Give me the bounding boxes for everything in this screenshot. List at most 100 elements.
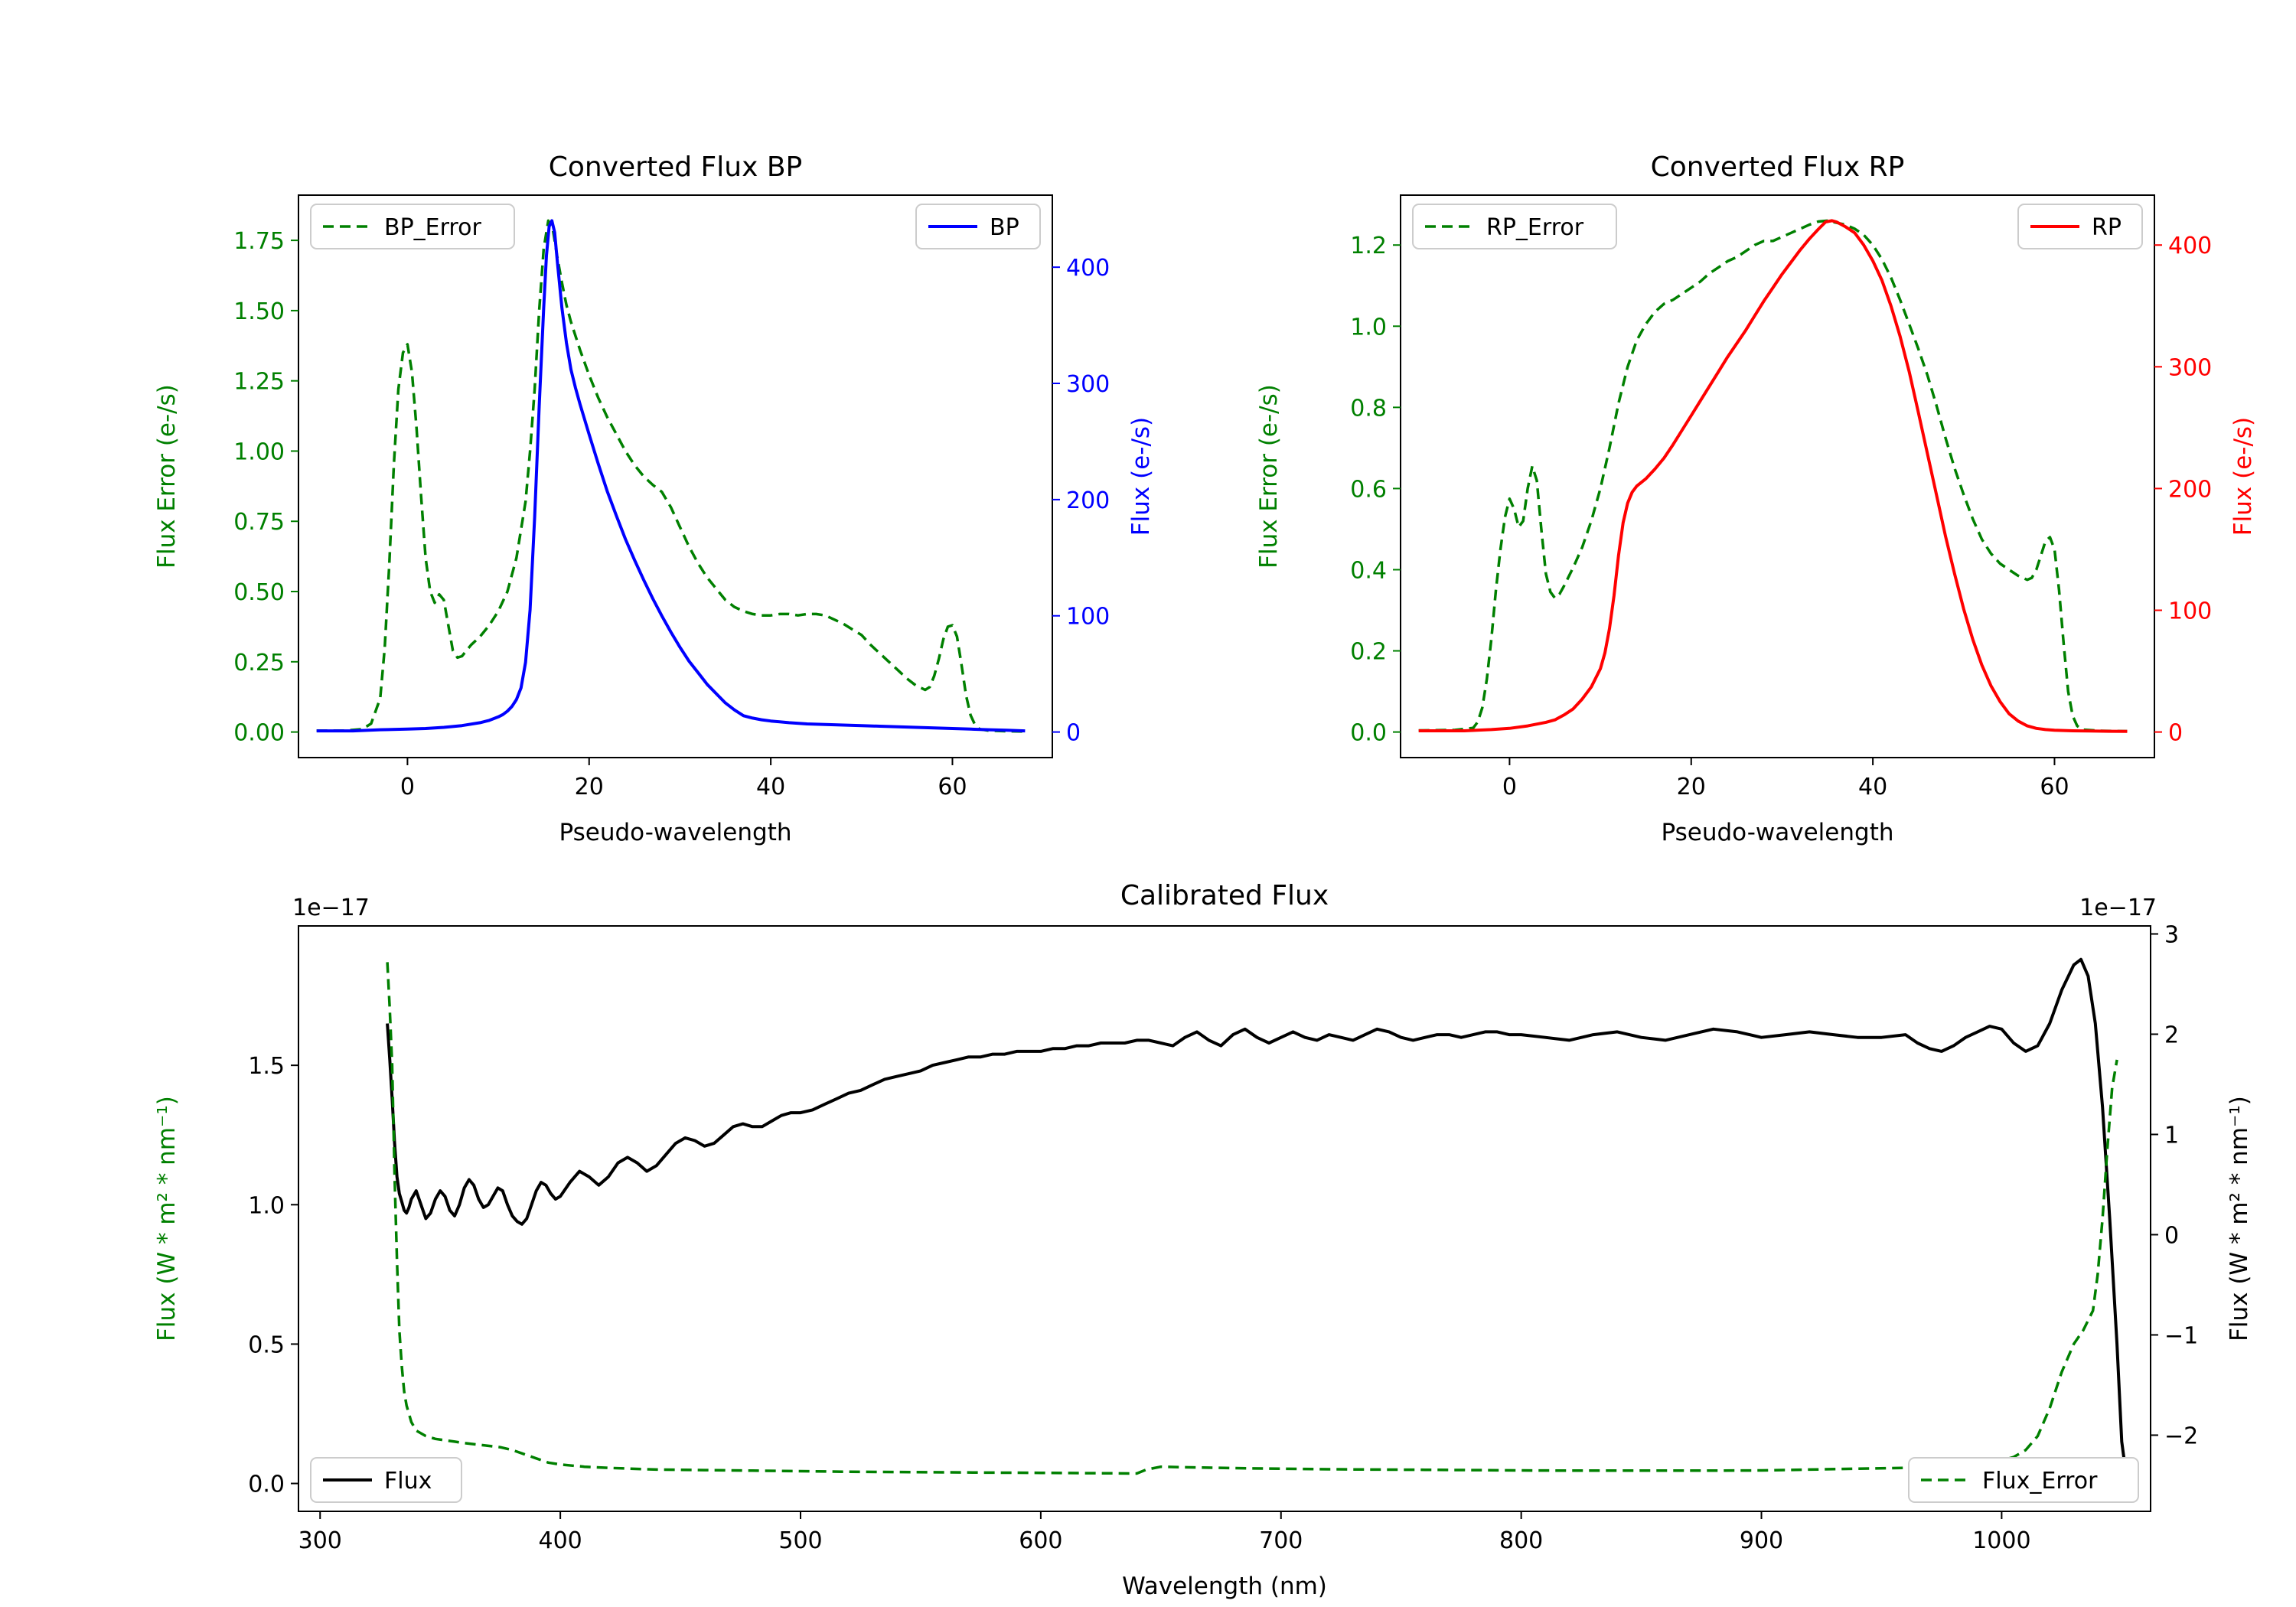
y-left-tick-label: 1.50 <box>233 298 285 325</box>
y-left-tick-label: 0.00 <box>233 720 285 747</box>
legend-BP_Error: BP_Error <box>310 204 515 249</box>
y-right-tick-label: −1 <box>2164 1322 2198 1349</box>
y-left-tick-label: 1.75 <box>233 228 285 255</box>
chart-title: Converted Flux RP <box>1651 152 1905 183</box>
legend-label: Flux <box>384 1468 432 1495</box>
y-right-offset-text: 1e−17 <box>2079 895 2157 921</box>
y-left-tick-label: 0.0 <box>1350 720 1387 747</box>
y-right-tick-label: 200 <box>1066 487 1110 514</box>
x-axis-ticks: 0 20 40 60 <box>400 758 967 800</box>
y-right-tick-label: 200 <box>2168 476 2212 503</box>
legend-RP: RP <box>2017 204 2143 249</box>
y-right-tick-label: 1 <box>2164 1122 2179 1149</box>
y-left-ticks: 0.00 0.25 0.50 0.75 1.00 1.25 1.50 1.75 <box>233 228 298 747</box>
y-left-tick-label: 0.4 <box>1350 557 1387 584</box>
x-tick-label: 0 <box>1502 774 1517 800</box>
legend-label: RP_Error <box>1486 214 1584 241</box>
y-left-tick-label: 1.2 <box>1350 233 1387 259</box>
y-left-tick-label: 0.25 <box>233 650 285 676</box>
legend-label: Flux_Error <box>1982 1468 2098 1495</box>
y-left-tick-label: 0.0 <box>248 1472 285 1498</box>
x-axis-ticks: 0 20 40 60 <box>1502 758 2069 800</box>
x-tick-label: 900 <box>1740 1527 1783 1554</box>
legend-label: BP <box>990 214 1019 241</box>
y-right-tick-label: 400 <box>1066 255 1110 282</box>
y-left-tick-label: 1.0 <box>248 1192 285 1219</box>
x-tick-label: 20 <box>575 774 604 800</box>
y-left-tick-label: 0.6 <box>1350 476 1387 503</box>
y-left-offset-text: 1e−17 <box>292 895 370 921</box>
y-right-tick-label: 300 <box>2168 354 2212 381</box>
y-left-ticks: 0.0 0.2 0.4 0.6 0.8 1.0 1.2 <box>1350 233 1401 747</box>
y-right-axis-label: Flux (W * m² * nm⁻¹) <box>2226 1096 2253 1341</box>
x-tick-label: 700 <box>1259 1527 1303 1554</box>
y-right-tick-label: 3 <box>2164 921 2179 948</box>
y-right-tick-label: 300 <box>1066 371 1110 398</box>
legend-label: RP <box>2092 214 2122 241</box>
x-tick-label: 1000 <box>1972 1527 2030 1554</box>
x-axis-label: Pseudo-wavelength <box>559 819 791 846</box>
chart-cal: 300 400 500 600 700 800 900 1000 0.0 0.5 1.0 1.5 3 2 1… <box>153 880 2253 1600</box>
legend-Flux: Flux <box>310 1457 462 1503</box>
y-right-axis-label: Flux (e-/s) <box>1127 417 1155 536</box>
y-right-tick-label: 0 <box>2168 720 2183 747</box>
axes-frame <box>298 925 2151 1512</box>
x-tick-label: 800 <box>1499 1527 1543 1554</box>
series-Flux_Error <box>386 962 2118 1475</box>
series-BP_Error <box>316 219 1026 733</box>
chart-rp: 0 20 40 60 0.0 0.2 0.4 0.6 0.8 1.0 1.2 0 100 200 300 40… <box>1255 152 2257 846</box>
series-RP_Error <box>1418 219 2128 733</box>
y-right-tick-label: 100 <box>2168 598 2212 625</box>
y-left-tick-label: 1.00 <box>233 438 285 465</box>
legend-Flux_Error: Flux_Error <box>1908 1457 2139 1503</box>
series-BP <box>316 219 1026 733</box>
axes-frame <box>1400 194 2155 758</box>
y-right-tick-label: −2 <box>2164 1423 2198 1449</box>
legend-label: BP_Error <box>384 214 481 241</box>
y-left-tick-label: 1.0 <box>1350 314 1387 341</box>
chart-title: Calibrated Flux <box>1120 880 1329 911</box>
x-tick-label: 0 <box>400 774 415 800</box>
x-tick-label: 20 <box>1677 774 1706 800</box>
x-tick-label: 40 <box>756 774 785 800</box>
x-tick-label: 60 <box>2040 774 2069 800</box>
x-axis-label: Pseudo-wavelength <box>1661 819 1893 846</box>
y-right-tick-label: 0 <box>1066 720 1081 747</box>
y-left-tick-label: 1.25 <box>233 369 285 396</box>
x-tick-label: 600 <box>1019 1527 1062 1554</box>
y-left-tick-label: 0.50 <box>233 579 285 606</box>
y-right-tick-label: 2 <box>2164 1022 2179 1048</box>
chart-title: Converted Flux BP <box>549 152 802 183</box>
y-left-tick-label: 0.75 <box>233 509 285 536</box>
y-left-tick-label: 0.5 <box>248 1332 285 1358</box>
y-right-tick-label: 400 <box>2168 233 2212 259</box>
y-right-tick-label: 100 <box>1066 604 1110 631</box>
legend-BP: BP <box>915 204 1041 249</box>
x-tick-label: 60 <box>938 774 967 800</box>
axes-frame <box>298 194 1053 758</box>
legend-RP_Error: RP_Error <box>1412 204 1617 249</box>
x-axis-ticks: 300 400 500 600 700 800 900 1000 <box>298 1511 2031 1554</box>
y-right-tick-label: 0 <box>2164 1222 2179 1249</box>
y-left-tick-label: 0.8 <box>1350 395 1387 422</box>
y-right-ticks: 3 2 1 0 −1 −2 <box>2151 921 2198 1449</box>
y-left-axis-label: Flux Error (e-/s) <box>153 384 181 569</box>
y-left-tick-label: 1.5 <box>248 1053 285 1080</box>
x-tick-label: 500 <box>778 1527 822 1554</box>
x-axis-label: Wavelength (nm) <box>1122 1573 1327 1600</box>
series-Flux <box>386 957 2128 1478</box>
x-tick-label: 300 <box>298 1527 342 1554</box>
series-RP <box>1418 219 2128 733</box>
x-tick-label: 400 <box>538 1527 582 1554</box>
x-tick-label: 40 <box>1858 774 1887 800</box>
y-right-axis-label: Flux (e-/s) <box>2229 417 2257 536</box>
y-right-ticks: 0 100 200 300 400 <box>1052 255 1110 747</box>
y-left-tick-label: 0.2 <box>1350 639 1387 666</box>
chart-bp: 0 20 40 600.000.250.500.751.001.251.501.750… <box>153 152 1155 846</box>
y-left-axis-label: Flux (W * m² * nm⁻¹) <box>153 1096 181 1341</box>
y-right-ticks: 0 100 200 300 400 <box>2154 233 2212 747</box>
y-left-axis-label: Flux Error (e-/s) <box>1255 384 1283 569</box>
y-left-ticks: 0.0 0.5 1.0 1.5 <box>248 1053 298 1498</box>
